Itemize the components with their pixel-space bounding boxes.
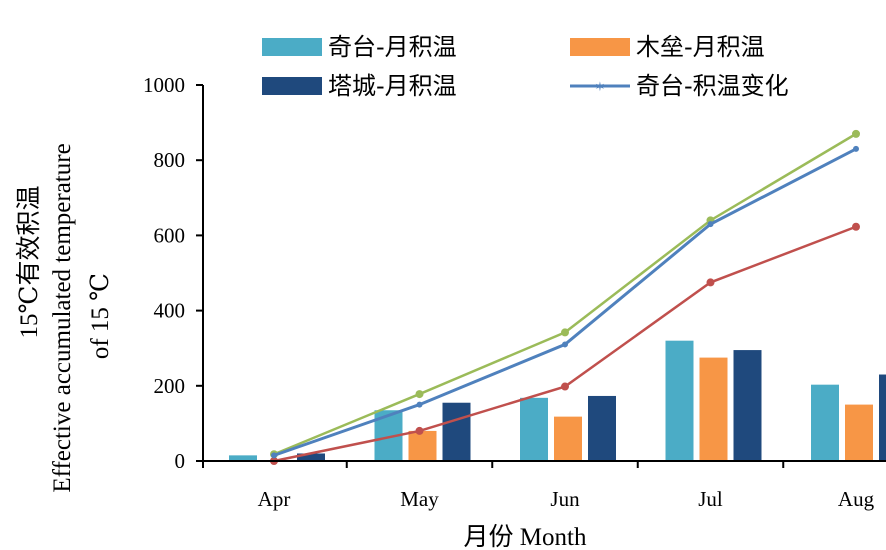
y-tick-label: 0 bbox=[175, 449, 186, 473]
y-axis-title-line-1: 15℃有效积温 bbox=[15, 186, 43, 339]
bar bbox=[845, 404, 873, 461]
bar bbox=[588, 395, 616, 461]
bar bbox=[554, 416, 582, 461]
legend-label-qitai-cumulative: 奇台-积温变化 bbox=[636, 72, 789, 100]
x-tick-label: Jun bbox=[550, 487, 580, 511]
y-tick-label: 200 bbox=[154, 374, 186, 398]
legend-marker-qitai-cumulative: ✶ bbox=[595, 80, 606, 95]
bar bbox=[442, 402, 471, 461]
line-point bbox=[562, 341, 568, 348]
line-point bbox=[852, 222, 860, 231]
y-axis-title: 15℃有效积温 Effective accumulated temperatur… bbox=[15, 143, 114, 492]
x-axis-ticks: Apr May Jun Jul Aug bbox=[202, 461, 875, 511]
bar bbox=[520, 397, 548, 461]
bar bbox=[699, 357, 728, 461]
line-point bbox=[561, 328, 569, 337]
y-axis-title-line-2: Effective accumulated temperature bbox=[49, 143, 76, 492]
y-tick-label: 1000 bbox=[143, 73, 185, 97]
y-tick-label: 800 bbox=[154, 148, 186, 172]
bar bbox=[879, 374, 886, 461]
line-point bbox=[707, 221, 714, 228]
bars bbox=[229, 340, 886, 461]
y-tick-label: 400 bbox=[154, 299, 186, 323]
legend-label-qitai-monthly: 奇台-月积温 bbox=[328, 33, 457, 61]
legend-label-mulei-monthly: 木垒-月积温 bbox=[636, 33, 765, 61]
y-axis-title-line-3: of 15 ℃ bbox=[87, 273, 114, 359]
y-axis-ticks: 0 200 400 600 800 1000 bbox=[143, 73, 203, 473]
bar bbox=[297, 453, 325, 461]
x-tick-label: Aug bbox=[838, 487, 875, 511]
legend-swatch-mulei-monthly bbox=[570, 38, 630, 56]
x-tick-label: Jul bbox=[698, 487, 723, 511]
line-point bbox=[271, 452, 277, 459]
line-point bbox=[561, 382, 569, 391]
legend: 奇台-月积温 木垒-月积温 塔城-月积温 ✶ 奇台-积温变化 bbox=[262, 33, 789, 100]
x-tick-label: Apr bbox=[258, 487, 291, 511]
line-point bbox=[416, 401, 423, 408]
legend-swatch-qitai-monthly bbox=[262, 38, 322, 56]
y-tick-label: 600 bbox=[154, 223, 186, 247]
legend-swatch-tacheng-monthly bbox=[262, 77, 322, 95]
bar bbox=[811, 384, 839, 461]
bar bbox=[665, 340, 694, 461]
series-line bbox=[273, 132, 857, 456]
line-point bbox=[415, 426, 424, 435]
bar bbox=[733, 350, 762, 461]
bar bbox=[408, 430, 437, 461]
series-line bbox=[273, 147, 857, 457]
line-point bbox=[706, 278, 715, 287]
lines bbox=[270, 129, 860, 465]
legend-label-tacheng-monthly: 塔城-月积温 bbox=[328, 72, 457, 100]
line-point bbox=[852, 129, 860, 138]
line-point bbox=[415, 390, 424, 399]
bar bbox=[229, 455, 257, 461]
x-axis-title: 月份 Month bbox=[464, 523, 587, 550]
line-point bbox=[853, 145, 859, 152]
x-tick-label: May bbox=[400, 487, 439, 511]
